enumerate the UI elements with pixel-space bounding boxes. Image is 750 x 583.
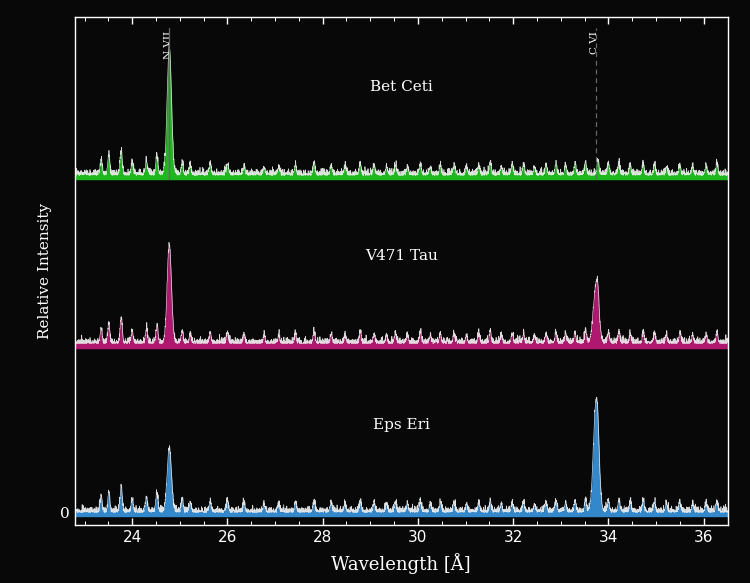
Text: N VII: N VII	[164, 31, 172, 59]
Text: Bet Ceti: Bet Ceti	[370, 80, 433, 94]
Bar	[75, 512, 728, 517]
Text: Eps Eri: Eps Eri	[373, 417, 430, 431]
X-axis label: Wavelength [Å]: Wavelength [Å]	[332, 553, 471, 574]
Text: V471 Tau: V471 Tau	[364, 249, 438, 263]
Y-axis label: Relative Intensity: Relative Intensity	[38, 203, 52, 339]
Bar	[75, 175, 728, 180]
Bar	[75, 344, 728, 348]
Text: C VI: C VI	[590, 31, 599, 54]
